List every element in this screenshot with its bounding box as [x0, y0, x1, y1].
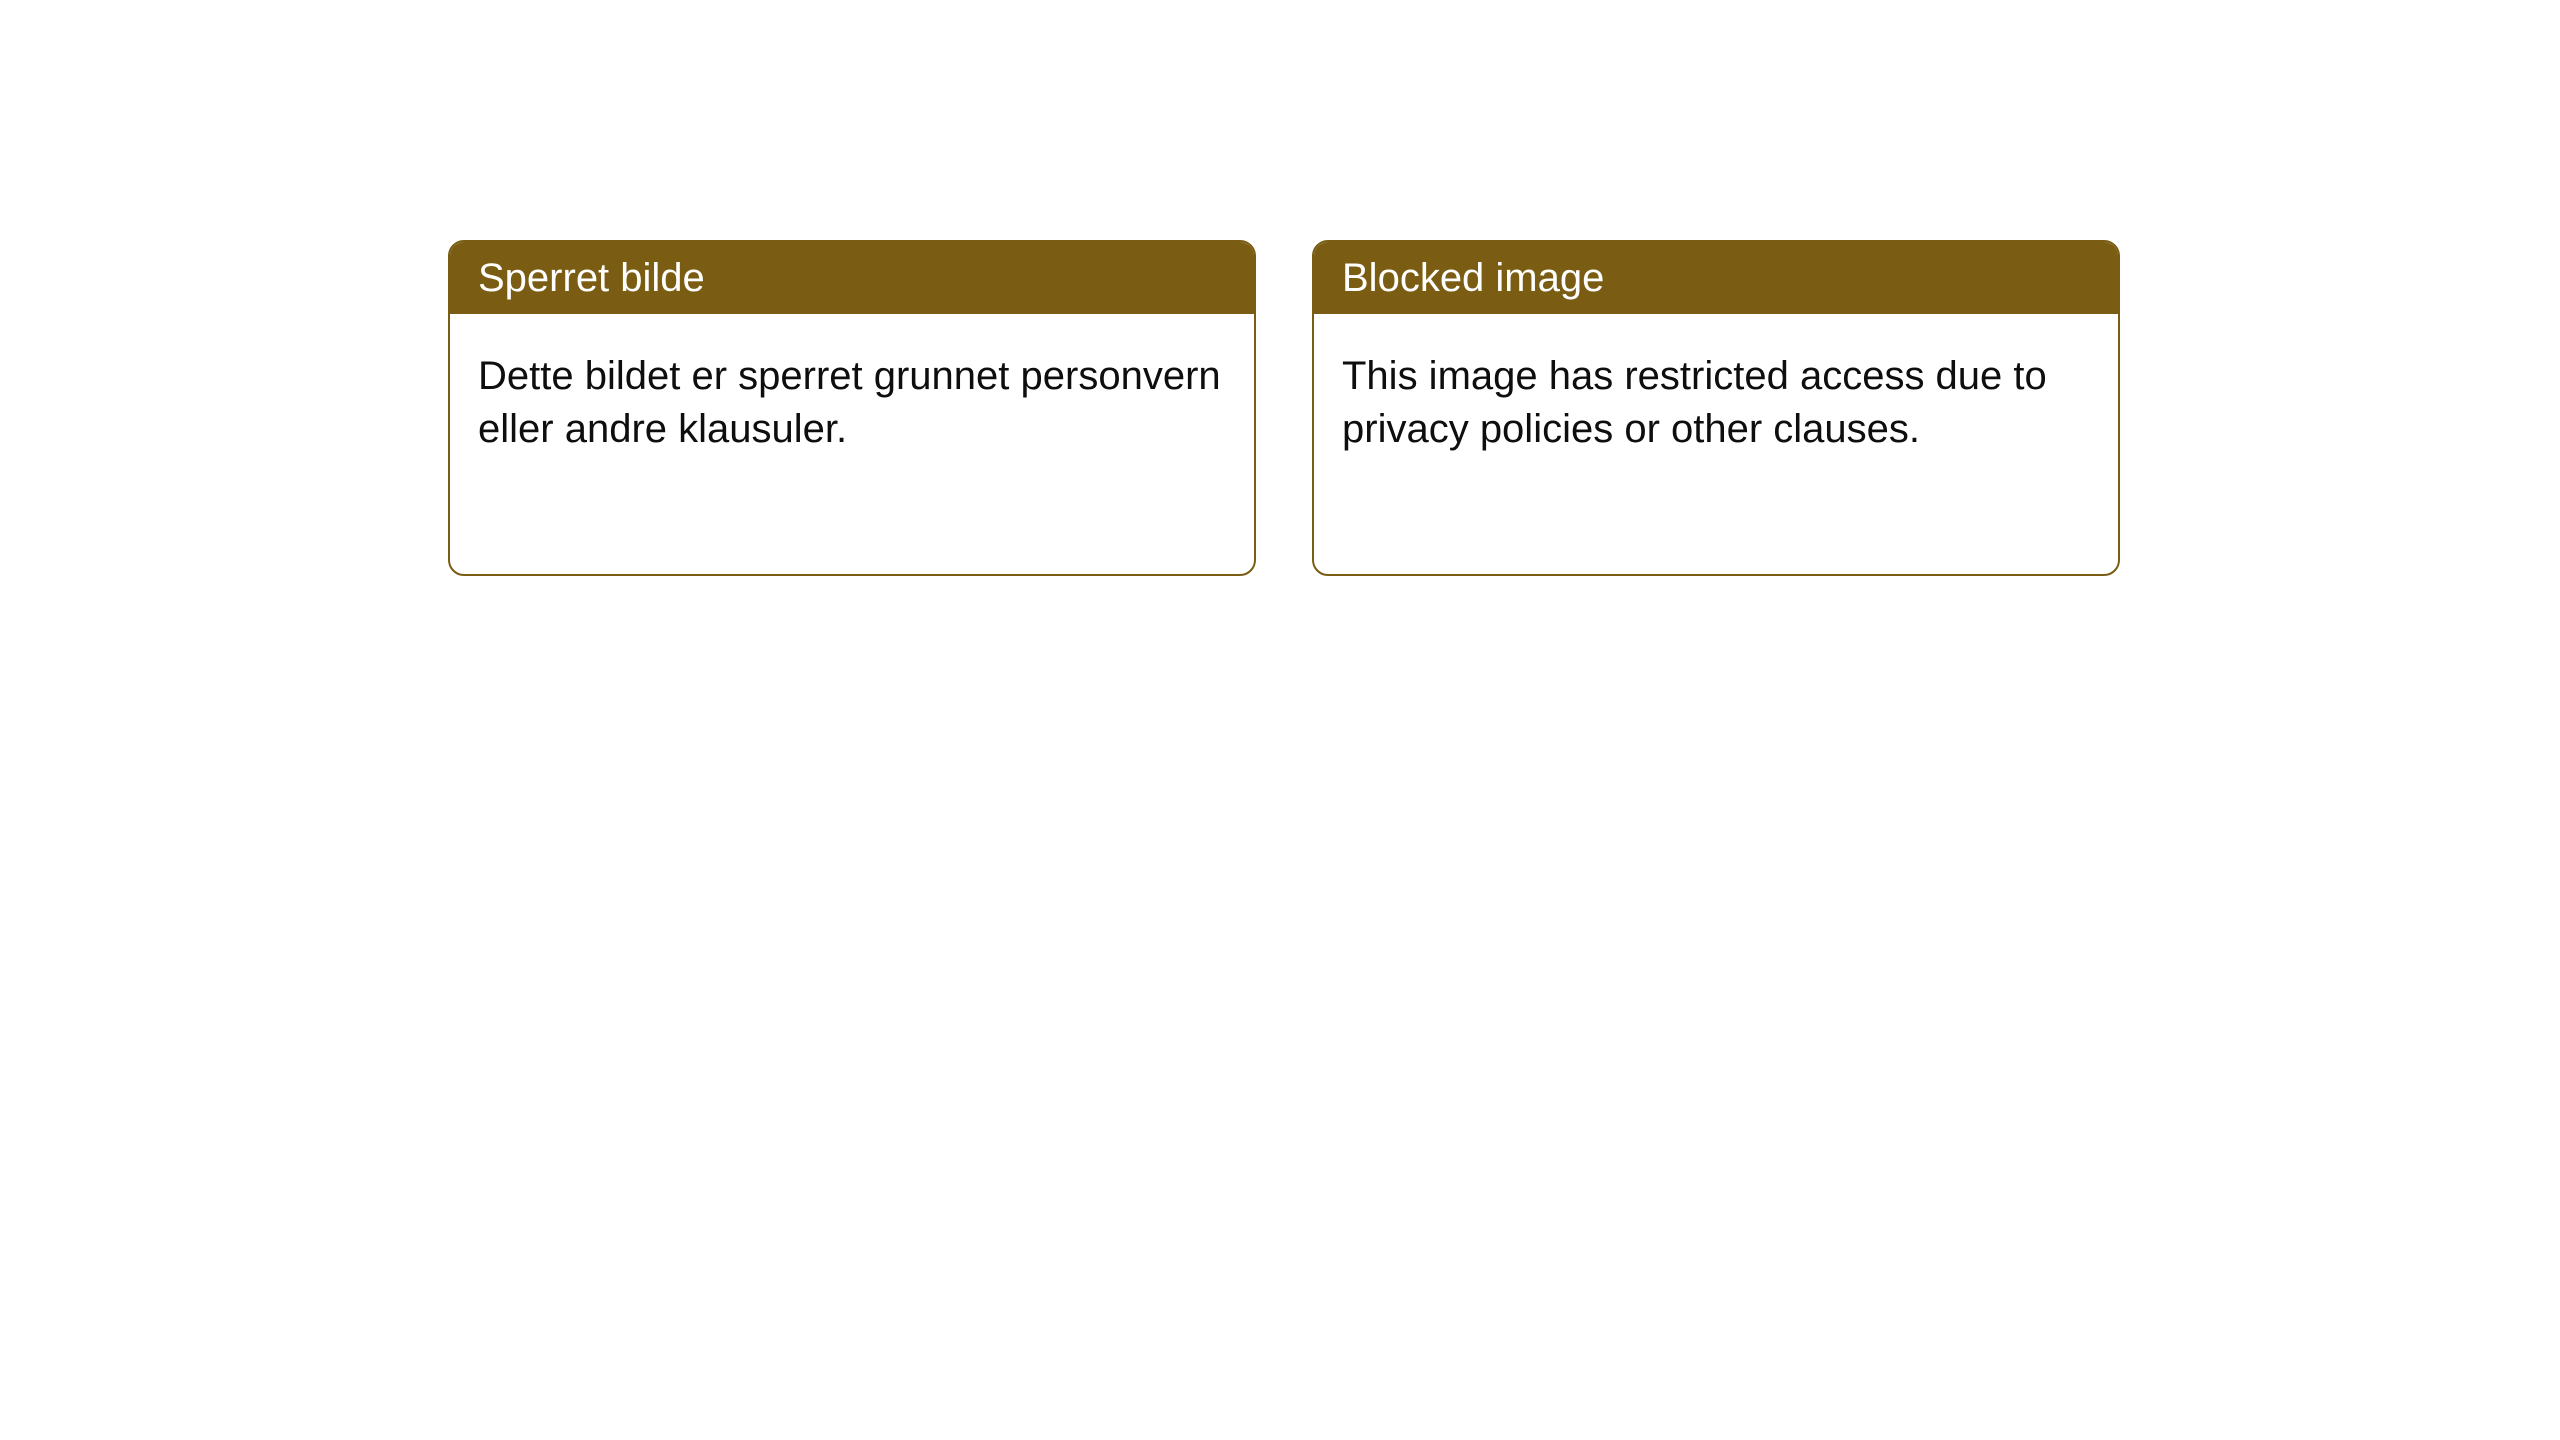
card-body: Dette bildet er sperret grunnet personve… — [450, 314, 1254, 492]
card-title: Sperret bilde — [478, 256, 705, 300]
notice-container: Sperret bilde Dette bildet er sperret gr… — [448, 240, 2120, 576]
card-header: Blocked image — [1314, 242, 2118, 314]
card-title: Blocked image — [1342, 256, 1604, 300]
card-body: This image has restricted access due to … — [1314, 314, 2118, 492]
card-message: Dette bildet er sperret grunnet personve… — [478, 354, 1221, 451]
card-header: Sperret bilde — [450, 242, 1254, 314]
card-message: This image has restricted access due to … — [1342, 354, 2047, 451]
blocked-image-card-en: Blocked image This image has restricted … — [1312, 240, 2120, 576]
blocked-image-card-no: Sperret bilde Dette bildet er sperret gr… — [448, 240, 1256, 576]
